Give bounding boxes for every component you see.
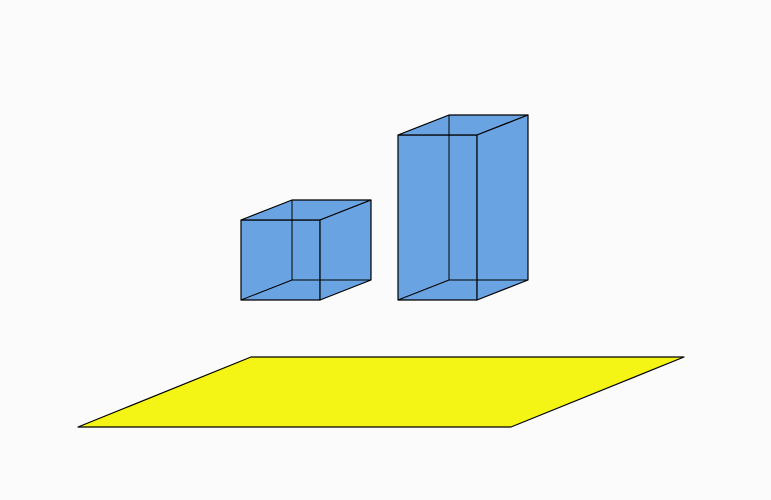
- plane-shape: [77, 356, 685, 428]
- prism-right-face: [476, 114, 529, 301]
- cube-front-face: [240, 219, 321, 301]
- cube-shape: [240, 199, 372, 301]
- prism-front-face: [397, 134, 478, 301]
- cube-hidden-edge-depth: [240, 279, 293, 301]
- prism-shape: [397, 114, 529, 301]
- prism-hidden-edge-depth: [397, 279, 450, 301]
